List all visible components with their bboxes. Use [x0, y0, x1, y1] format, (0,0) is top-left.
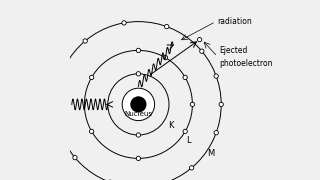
Text: photoelectron: photoelectron — [220, 58, 273, 68]
Circle shape — [130, 96, 147, 112]
Circle shape — [122, 21, 126, 25]
Text: Nucleus: Nucleus — [124, 111, 152, 117]
Circle shape — [197, 37, 202, 42]
Circle shape — [183, 129, 187, 134]
Text: L: L — [187, 136, 191, 145]
Text: K: K — [168, 122, 173, 130]
Circle shape — [55, 117, 59, 121]
Circle shape — [189, 166, 194, 170]
Circle shape — [214, 130, 218, 135]
Circle shape — [136, 133, 140, 137]
Circle shape — [83, 39, 87, 43]
Circle shape — [122, 88, 155, 121]
Text: M: M — [207, 148, 214, 158]
Circle shape — [200, 49, 204, 53]
Circle shape — [183, 75, 187, 80]
Text: Ejected: Ejected — [220, 46, 248, 55]
Circle shape — [136, 156, 140, 161]
Text: radiation: radiation — [218, 17, 252, 26]
Circle shape — [59, 74, 63, 78]
Circle shape — [136, 48, 140, 53]
Circle shape — [136, 72, 140, 76]
Circle shape — [164, 24, 169, 29]
Circle shape — [219, 102, 223, 107]
Circle shape — [90, 75, 94, 80]
Circle shape — [214, 74, 218, 78]
Circle shape — [163, 55, 168, 60]
Circle shape — [90, 129, 94, 134]
Circle shape — [190, 102, 195, 107]
Circle shape — [73, 156, 77, 160]
